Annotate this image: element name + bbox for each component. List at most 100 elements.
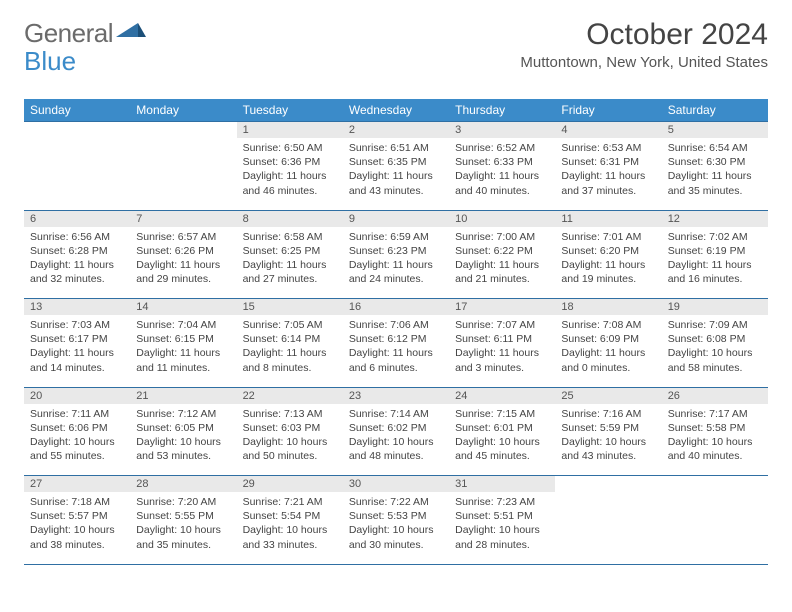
- day-ss: Sunset: 6:01 PM: [455, 421, 549, 435]
- daynum-cell: 15: [237, 299, 343, 316]
- day-d1: Daylight: 10 hours: [349, 523, 443, 537]
- day-sr: Sunrise: 7:13 AM: [243, 407, 337, 421]
- day-d2: and 29 minutes.: [136, 272, 230, 286]
- day-d1: Daylight: 11 hours: [561, 169, 655, 183]
- daynum-cell: 30: [343, 476, 449, 493]
- daynum-cell: 21: [130, 387, 236, 404]
- day-sr: Sunrise: 7:16 AM: [561, 407, 655, 421]
- day-cell: Sunrise: 7:07 AMSunset: 6:11 PMDaylight:…: [449, 315, 555, 387]
- day-cell: Sunrise: 6:53 AMSunset: 6:31 PMDaylight:…: [555, 138, 661, 210]
- day-sr: Sunrise: 7:17 AM: [668, 407, 762, 421]
- brand-logo: General: [24, 18, 146, 49]
- day-ss: Sunset: 6:20 PM: [561, 244, 655, 258]
- day-d1: Daylight: 11 hours: [561, 258, 655, 272]
- weekday-header-row: Sunday Monday Tuesday Wednesday Thursday…: [24, 99, 768, 122]
- day-d1: Daylight: 11 hours: [455, 346, 549, 360]
- day-d1: Daylight: 10 hours: [243, 523, 337, 537]
- daynum-cell: 25: [555, 387, 661, 404]
- day-d2: and 0 minutes.: [561, 361, 655, 375]
- day-d2: and 30 minutes.: [349, 538, 443, 552]
- day-d1: Daylight: 11 hours: [136, 346, 230, 360]
- day-sr: Sunrise: 7:04 AM: [136, 318, 230, 332]
- day-ss: Sunset: 6:02 PM: [349, 421, 443, 435]
- day-sr: Sunrise: 7:03 AM: [30, 318, 124, 332]
- day-sr: Sunrise: 7:21 AM: [243, 495, 337, 509]
- daynum-cell: 31: [449, 476, 555, 493]
- day-d1: Daylight: 11 hours: [668, 258, 762, 272]
- day-ss: Sunset: 5:51 PM: [455, 509, 549, 523]
- day-ss: Sunset: 6:36 PM: [243, 155, 337, 169]
- day-sr: Sunrise: 7:00 AM: [455, 230, 549, 244]
- brand-mark-icon: [116, 15, 146, 46]
- day-sr: Sunrise: 6:53 AM: [561, 141, 655, 155]
- page-header: General October 2024 Muttontown, New Yor…: [24, 18, 768, 71]
- day-d2: and 24 minutes.: [349, 272, 443, 286]
- weekday-friday: Friday: [555, 99, 661, 122]
- day-d1: Daylight: 10 hours: [136, 523, 230, 537]
- day-cell: Sunrise: 6:59 AMSunset: 6:23 PMDaylight:…: [343, 227, 449, 299]
- day-d1: Daylight: 11 hours: [668, 169, 762, 183]
- day-d1: Daylight: 10 hours: [668, 346, 762, 360]
- day-sr: Sunrise: 6:51 AM: [349, 141, 443, 155]
- day-d1: Daylight: 11 hours: [561, 346, 655, 360]
- day-cell: Sunrise: 7:12 AMSunset: 6:05 PMDaylight:…: [130, 404, 236, 476]
- day-ss: Sunset: 6:22 PM: [455, 244, 549, 258]
- day-ss: Sunset: 5:59 PM: [561, 421, 655, 435]
- page-subtitle: Muttontown, New York, United States: [520, 54, 768, 71]
- day-d1: Daylight: 10 hours: [136, 435, 230, 449]
- brand-text-1: General: [24, 18, 113, 49]
- day-cell: Sunrise: 7:08 AMSunset: 6:09 PMDaylight:…: [555, 315, 661, 387]
- calendar-table: Sunday Monday Tuesday Wednesday Thursday…: [24, 99, 768, 565]
- daynum-cell: 8: [237, 210, 343, 227]
- day-ss: Sunset: 6:08 PM: [668, 332, 762, 346]
- day-ss: Sunset: 6:23 PM: [349, 244, 443, 258]
- day-d2: and 19 minutes.: [561, 272, 655, 286]
- day-d2: and 46 minutes.: [243, 184, 337, 198]
- day-d2: and 45 minutes.: [455, 449, 549, 463]
- day-cell: Sunrise: 6:52 AMSunset: 6:33 PMDaylight:…: [449, 138, 555, 210]
- day-sr: Sunrise: 7:23 AM: [455, 495, 549, 509]
- week-4-content: Sunrise: 7:18 AMSunset: 5:57 PMDaylight:…: [24, 492, 768, 564]
- daynum-cell: 7: [130, 210, 236, 227]
- day-cell: Sunrise: 7:16 AMSunset: 5:59 PMDaylight:…: [555, 404, 661, 476]
- day-sr: Sunrise: 6:57 AM: [136, 230, 230, 244]
- day-sr: Sunrise: 7:15 AM: [455, 407, 549, 421]
- day-ss: Sunset: 6:26 PM: [136, 244, 230, 258]
- day-d1: Daylight: 10 hours: [668, 435, 762, 449]
- day-cell: Sunrise: 6:56 AMSunset: 6:28 PMDaylight:…: [24, 227, 130, 299]
- day-d1: Daylight: 11 hours: [136, 258, 230, 272]
- day-cell: Sunrise: 6:58 AMSunset: 6:25 PMDaylight:…: [237, 227, 343, 299]
- week-2-content: Sunrise: 7:03 AMSunset: 6:17 PMDaylight:…: [24, 315, 768, 387]
- day-d2: and 53 minutes.: [136, 449, 230, 463]
- day-d2: and 40 minutes.: [455, 184, 549, 198]
- day-cell: [24, 138, 130, 210]
- day-d2: and 28 minutes.: [455, 538, 549, 552]
- day-sr: Sunrise: 7:02 AM: [668, 230, 762, 244]
- day-d2: and 43 minutes.: [561, 449, 655, 463]
- day-d2: and 40 minutes.: [668, 449, 762, 463]
- day-cell: Sunrise: 7:17 AMSunset: 5:58 PMDaylight:…: [662, 404, 768, 476]
- day-d2: and 21 minutes.: [455, 272, 549, 286]
- day-cell: Sunrise: 7:21 AMSunset: 5:54 PMDaylight:…: [237, 492, 343, 564]
- daynum-cell: 19: [662, 299, 768, 316]
- day-d2: and 11 minutes.: [136, 361, 230, 375]
- week-3-daynums: 20212223242526: [24, 387, 768, 404]
- day-d2: and 16 minutes.: [668, 272, 762, 286]
- day-sr: Sunrise: 7:22 AM: [349, 495, 443, 509]
- weekday-tuesday: Tuesday: [237, 99, 343, 122]
- day-cell: Sunrise: 7:02 AMSunset: 6:19 PMDaylight:…: [662, 227, 768, 299]
- daynum-cell: 2: [343, 122, 449, 139]
- week-3-content: Sunrise: 7:11 AMSunset: 6:06 PMDaylight:…: [24, 404, 768, 476]
- day-cell: Sunrise: 7:23 AMSunset: 5:51 PMDaylight:…: [449, 492, 555, 564]
- daynum-cell: 10: [449, 210, 555, 227]
- day-d2: and 27 minutes.: [243, 272, 337, 286]
- weekday-wednesday: Wednesday: [343, 99, 449, 122]
- day-d2: and 32 minutes.: [30, 272, 124, 286]
- day-d1: Daylight: 11 hours: [30, 346, 124, 360]
- daynum-cell: 28: [130, 476, 236, 493]
- day-d1: Daylight: 11 hours: [455, 169, 549, 183]
- day-d1: Daylight: 10 hours: [243, 435, 337, 449]
- day-sr: Sunrise: 6:59 AM: [349, 230, 443, 244]
- weekday-sunday: Sunday: [24, 99, 130, 122]
- day-ss: Sunset: 6:06 PM: [30, 421, 124, 435]
